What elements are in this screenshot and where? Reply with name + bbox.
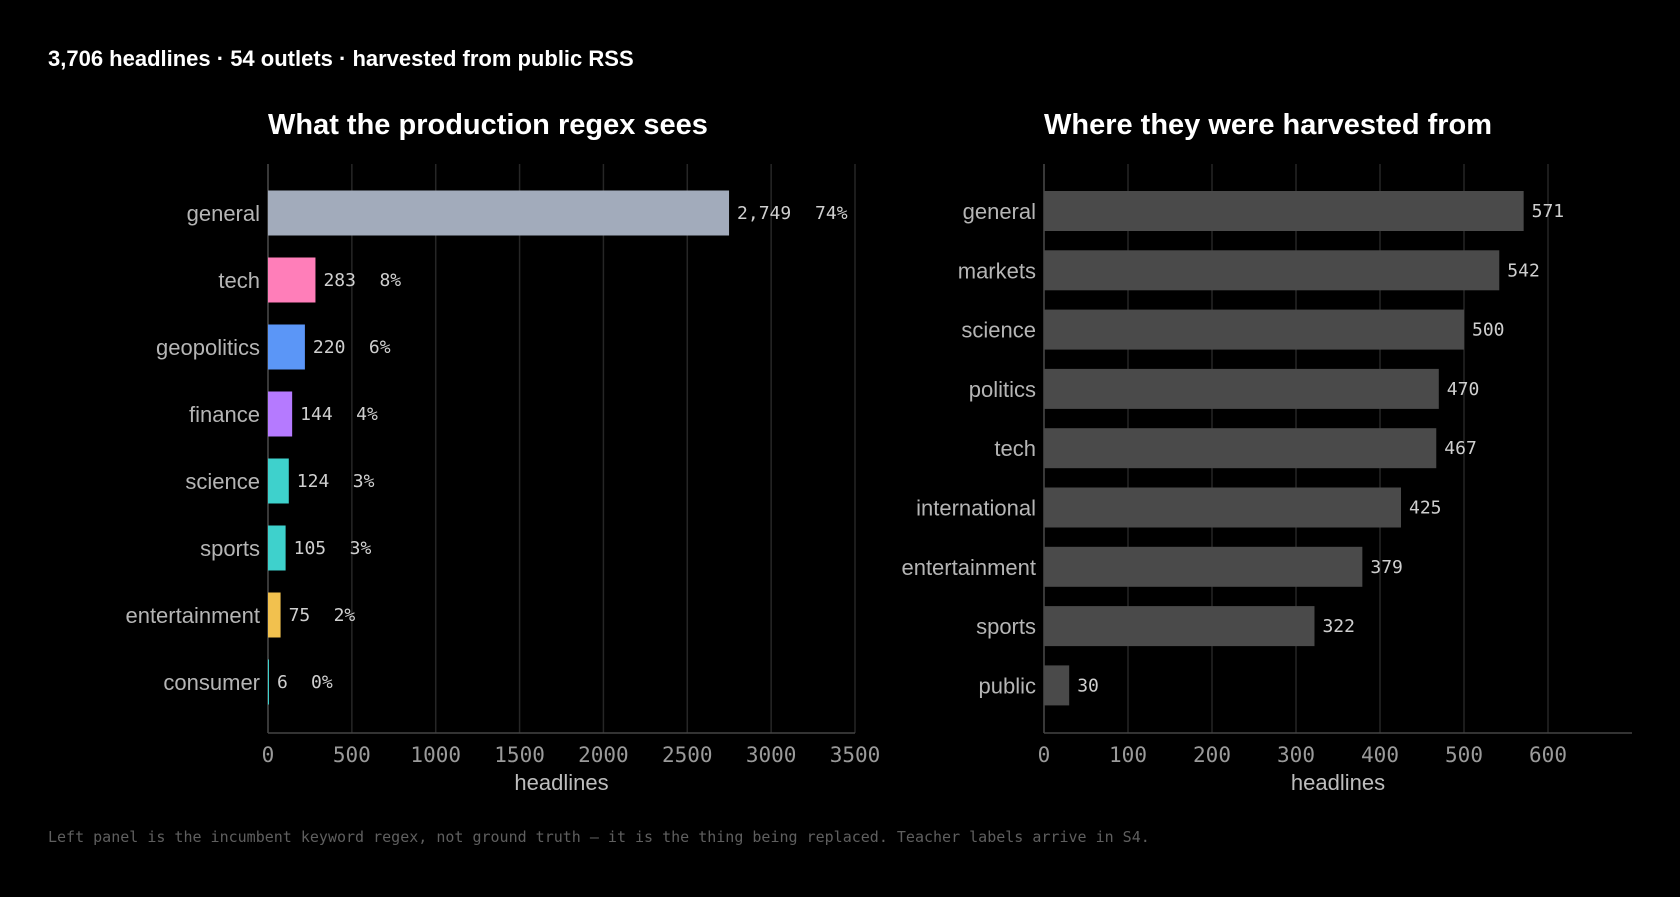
value-label: 467 xyxy=(1444,438,1477,459)
category-label: politics xyxy=(969,377,1036,402)
bar-geopolitics xyxy=(268,324,305,370)
value-label: 283 xyxy=(323,270,356,291)
bar-finance xyxy=(268,391,293,437)
x-tick-label: 1500 xyxy=(494,743,545,767)
x-tick-label: 200 xyxy=(1193,743,1231,767)
category-label: entertainment xyxy=(901,555,1036,580)
category-label: science xyxy=(961,318,1036,343)
value-label: 105 xyxy=(294,538,327,559)
category-label: markets xyxy=(958,258,1036,283)
bar-tech xyxy=(268,257,316,303)
percent-label: 4% xyxy=(356,404,378,425)
bar-science xyxy=(1044,309,1464,350)
value-label: 542 xyxy=(1507,260,1540,281)
bar-tech xyxy=(1044,428,1437,469)
chart-title: What the production regex sees xyxy=(268,109,708,141)
x-tick-label: 500 xyxy=(1445,743,1483,767)
value-label: 2,749 xyxy=(737,203,791,224)
bar-consumer xyxy=(268,659,270,705)
x-tick-label: 500 xyxy=(333,743,371,767)
percent-label: 0% xyxy=(311,672,333,693)
bar-entertainment xyxy=(1044,546,1363,587)
value-label: 322 xyxy=(1322,616,1355,637)
summary-headline: 3,706 headlines · 54 outlets · harvested… xyxy=(48,46,634,71)
x-tick-label: 2500 xyxy=(662,743,713,767)
percent-label: 8% xyxy=(379,270,401,291)
regex-category-chart: What the production regex sees 0 500 1000 15… xyxy=(125,109,880,795)
value-label: 500 xyxy=(1472,320,1505,341)
percent-label: 2% xyxy=(334,605,356,626)
category-label: geopolitics xyxy=(156,335,260,360)
harvest-source-chart: Where they were harvested from 0 100 200 300… xyxy=(901,109,1632,795)
value-label: 470 xyxy=(1447,379,1480,400)
bar-sports xyxy=(1044,606,1315,647)
x-tick-label: 3500 xyxy=(830,743,881,767)
bar-markets xyxy=(1044,250,1500,291)
value-label: 425 xyxy=(1409,498,1442,519)
category-label: science xyxy=(185,469,260,494)
x-tick-label: 600 xyxy=(1529,743,1567,767)
value-label: 379 xyxy=(1370,557,1403,578)
category-label: general xyxy=(187,201,260,226)
bar-politics xyxy=(1044,368,1439,409)
percent-label: 6% xyxy=(369,337,391,358)
x-tick-label: 0 xyxy=(262,743,275,767)
value-label: 30 xyxy=(1077,675,1099,696)
percent-label: 3% xyxy=(353,471,375,492)
x-axis-label: headlines xyxy=(514,770,608,795)
bar-entertainment xyxy=(268,592,281,638)
value-label: 571 xyxy=(1532,201,1565,222)
category-label: sports xyxy=(976,614,1036,639)
bar-public xyxy=(1044,665,1070,706)
x-tick-label: 0 xyxy=(1038,743,1051,767)
category-label: entertainment xyxy=(125,603,260,628)
bar-general xyxy=(268,190,730,236)
percent-label: 74% xyxy=(815,203,848,224)
x-tick-label: 400 xyxy=(1361,743,1399,767)
chart-title: Where they were harvested from xyxy=(1044,109,1492,141)
x-tick-label: 3000 xyxy=(746,743,797,767)
percent-label: 3% xyxy=(350,538,372,559)
value-label: 6 xyxy=(277,672,288,693)
bar-general xyxy=(1044,191,1524,231)
category-label: sports xyxy=(200,536,260,561)
category-label: international xyxy=(916,496,1036,521)
x-tick-label: 2000 xyxy=(578,743,629,767)
category-label: general xyxy=(963,199,1036,224)
bar-science xyxy=(268,458,289,504)
category-label: tech xyxy=(994,436,1036,461)
value-label: 144 xyxy=(300,404,333,425)
value-label: 220 xyxy=(313,337,346,358)
bar-sports xyxy=(268,525,286,571)
footnote: Left panel is the incumbent keyword rege… xyxy=(48,828,1150,846)
x-tick-label: 100 xyxy=(1109,743,1147,767)
bar-international xyxy=(1044,487,1401,528)
category-label: tech xyxy=(218,268,260,293)
value-label: 124 xyxy=(297,471,330,492)
category-label: finance xyxy=(189,402,260,427)
x-axis-label: headlines xyxy=(1291,770,1385,795)
category-label: consumer xyxy=(163,670,260,695)
value-label: 75 xyxy=(289,605,311,626)
x-tick-label: 300 xyxy=(1277,743,1315,767)
category-label: public xyxy=(979,673,1036,698)
x-tick-label: 1000 xyxy=(410,743,461,767)
